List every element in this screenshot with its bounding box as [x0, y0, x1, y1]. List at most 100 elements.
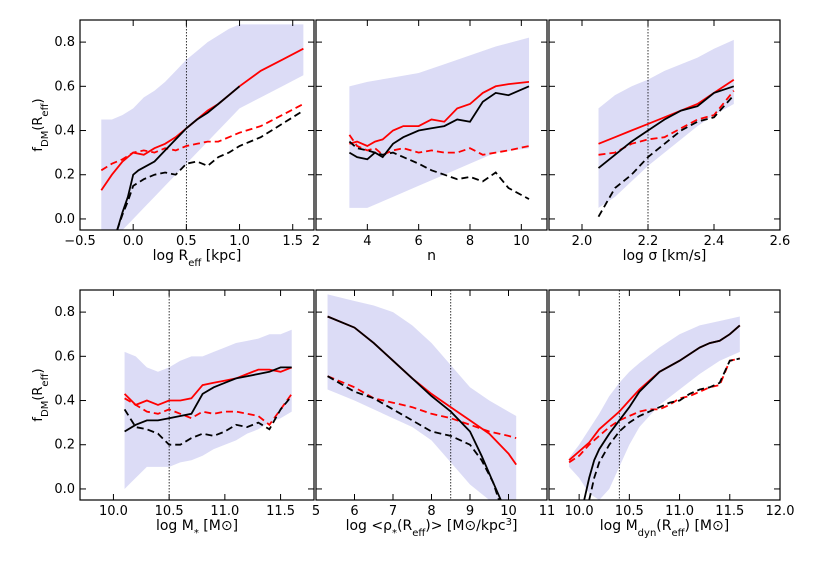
series-black-dashed: [327, 375, 500, 500]
x-tick-label: 10.0: [99, 504, 128, 519]
label-part: [M⊙]: [199, 518, 238, 534]
y-tick-label: 0.4: [54, 394, 75, 409]
label-part: log <ρ: [346, 518, 393, 534]
series-black-dashed: [348, 140, 530, 200]
x-axis-label: log <ρ*(Reff)> [M⊙/kpc3]: [346, 517, 518, 539]
x-tick-label: 2.4: [704, 234, 725, 249]
scatter-band: [349, 37, 530, 208]
label-part: eff: [40, 102, 51, 116]
x-tick-label: 6: [350, 504, 358, 519]
plot-area: [568, 290, 741, 500]
label-part: 3: [506, 517, 512, 528]
y-axis-label: fDM(Reff): [31, 98, 51, 151]
label-part: [kpc]: [201, 248, 241, 264]
x-axis-label: log Reff [kpc]: [153, 248, 242, 269]
series-red-dashed: [568, 357, 740, 464]
label-part: eff: [671, 528, 685, 539]
x-tick-label: 5: [312, 504, 320, 519]
x-axis-label: log Mdyn(Reff) [M⊙]: [600, 518, 729, 539]
x-tick-label: 6: [415, 234, 423, 249]
label-part: *: [392, 528, 397, 539]
panel-3: 2.0 2.2 2.4 2.6 log σ [km/s]: [548, 19, 791, 264]
label-part: ): [31, 98, 46, 103]
series-black-solid: [327, 315, 502, 500]
x-tick-label: 11.0: [210, 504, 239, 519]
label-part: n: [427, 248, 436, 264]
x-tick-label: 10: [513, 234, 530, 249]
series-red-dashed: [100, 103, 304, 172]
series-black-dashed: [588, 357, 740, 500]
label-part: f: [31, 147, 46, 152]
x-tick-label: 0.5: [176, 234, 197, 249]
series-red-dashed: [327, 375, 517, 439]
scatter-band: [569, 316, 740, 500]
y-axis-label: fDM(Reff): [31, 368, 51, 421]
x-tick-label: 8: [427, 504, 435, 519]
x-tick-label: 10.5: [615, 504, 644, 519]
series-black-dashed: [123, 395, 293, 446]
label-part: *: [194, 528, 199, 539]
x-tick-label: 10: [500, 504, 517, 519]
series-red-dashed: [124, 393, 293, 427]
x-tick-label: 2.6: [770, 234, 791, 249]
series-black-solid: [597, 85, 735, 169]
label-part: ) [M⊙]: [685, 518, 730, 534]
series-black-solid: [583, 324, 741, 500]
series-black-solid: [116, 85, 241, 230]
x-tick-label: 11: [539, 504, 556, 519]
plot-area: [348, 37, 530, 208]
panel-frame: [548, 19, 781, 231]
label-part: dyn: [638, 528, 657, 539]
plot-area: [123, 290, 293, 500]
scatter-band: [598, 39, 734, 208]
x-axis-label: log M* [M⊙]: [156, 518, 238, 539]
x-tick-label: 1.5: [282, 234, 303, 249]
plot-area: [597, 20, 735, 230]
panel-2: 2 4 6 8 10 n: [312, 19, 548, 264]
panel-5: 5 6 7 8 9 10 11 log <ρ*(Reff)> [M⊙/kpc3]: [312, 289, 556, 539]
y-tick-label: 0.8: [54, 305, 75, 320]
x-tick-label: 2.0: [572, 234, 593, 249]
label-part: (R: [31, 387, 46, 401]
plot-area: [327, 290, 517, 500]
x-tick-label: −0.5: [64, 234, 96, 249]
x-tick-label: 7: [389, 504, 397, 519]
panel-frame: [548, 289, 781, 501]
x-tick-label: 2.2: [638, 234, 659, 249]
label-part: ]: [512, 518, 517, 534]
y-tick-label: 0.0: [54, 212, 75, 227]
label-part: eff: [40, 372, 51, 386]
label-part: f: [31, 417, 46, 422]
x-axis-label: log σ [km/s]: [623, 248, 707, 264]
series-red-solid: [349, 81, 530, 148]
label-part: (R: [31, 117, 46, 131]
label-part: )> [M⊙/kpc: [425, 518, 505, 534]
y-tick-label: 0.0: [54, 482, 75, 497]
y-tick-label: 0.6: [54, 349, 75, 364]
x-tick-label: 10.0: [565, 504, 594, 519]
scatter-band: [101, 24, 304, 230]
x-tick-label: 11.5: [715, 504, 744, 519]
x-axis-label: n: [427, 248, 436, 264]
y-tick-label: 0.4: [54, 124, 75, 139]
x-tick-label: 8: [466, 234, 474, 249]
y-tick-label: 0.2: [54, 168, 75, 183]
label-part: DM: [40, 401, 51, 417]
x-tick-label: 2: [312, 234, 320, 249]
x-tick-label: 1.0: [229, 234, 250, 249]
label-part: eff: [188, 258, 202, 269]
y-tick-label: 0.8: [54, 35, 75, 50]
series-red-dashed: [348, 134, 530, 156]
label-part: DM: [40, 131, 51, 147]
label-part: (R: [397, 518, 412, 534]
panel-frame: [79, 289, 315, 501]
x-tick-label: 10.5: [155, 504, 184, 519]
x-tick-label: 12.0: [766, 504, 795, 519]
scatter-band: [124, 329, 292, 489]
x-tick-label: 4: [363, 234, 371, 249]
series-black-dashed: [597, 94, 735, 218]
label-part: ): [31, 368, 46, 373]
series-black-solid: [124, 366, 292, 433]
